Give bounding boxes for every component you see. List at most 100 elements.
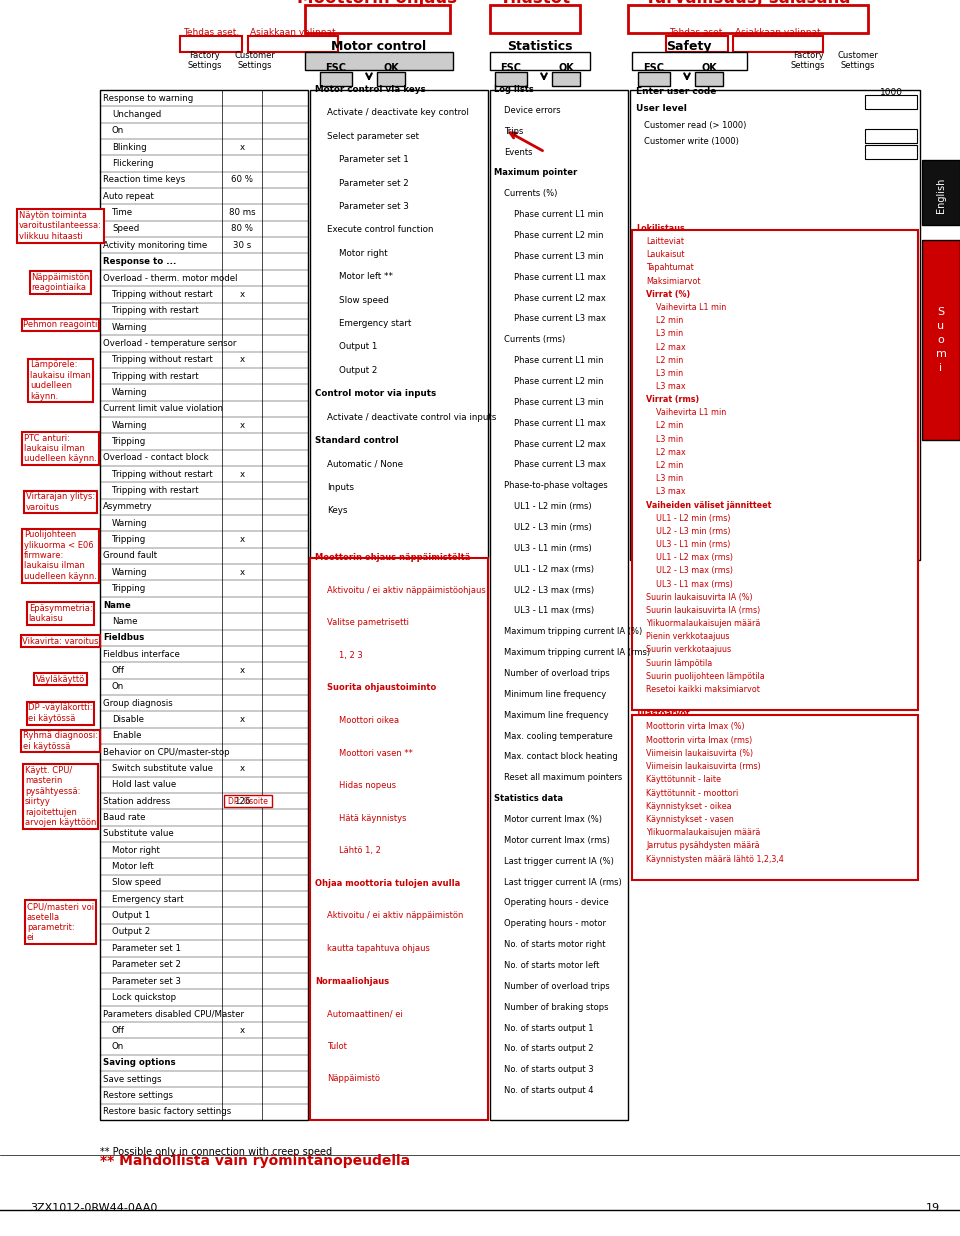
Text: Motor left: Motor left — [112, 861, 154, 871]
Text: Turvallisuus, salasana: Turvallisuus, salasana — [645, 0, 851, 7]
Text: Customer write (1000): Customer write (1000) — [644, 137, 739, 146]
Text: Output 2: Output 2 — [112, 927, 151, 937]
Text: CPU/masteri voi
asetella
parametrit:
ei: CPU/masteri voi asetella parametrit: ei — [27, 902, 94, 942]
Text: Automaattinen/ ei: Automaattinen/ ei — [327, 1010, 403, 1018]
Bar — [632, 52, 747, 70]
Text: x: x — [239, 714, 245, 724]
Text: Väyläkäyttö: Väyläkäyttö — [36, 675, 85, 684]
Bar — [248, 36, 338, 52]
Text: Tripping with restart: Tripping with restart — [112, 372, 199, 381]
Text: L2 min: L2 min — [656, 356, 684, 365]
Text: Slow speed: Slow speed — [112, 879, 161, 887]
Text: Vaiheiden väliset jännitteet: Vaiheiden väliset jännitteet — [646, 501, 772, 509]
Bar — [495, 72, 527, 87]
Text: Station address: Station address — [103, 797, 170, 806]
Text: Phase current L2 max: Phase current L2 max — [514, 440, 606, 449]
Text: Tapahtumat: Tapahtumat — [646, 263, 694, 272]
Text: No. of starts motor left: No. of starts motor left — [504, 962, 599, 970]
Text: Parameter set 1: Parameter set 1 — [112, 944, 181, 953]
Text: Customer
Settings: Customer Settings — [837, 51, 878, 70]
Bar — [630, 90, 920, 560]
Text: Suurin laukaisuvirta IA (%): Suurin laukaisuvirta IA (%) — [646, 593, 753, 602]
Text: Reaction time keys: Reaction time keys — [103, 176, 185, 184]
Text: 60 %: 60 % — [231, 176, 253, 184]
Text: Tilastot: Tilastot — [499, 0, 570, 7]
Text: 126: 126 — [233, 797, 251, 806]
Text: Pienin verkkotaajuus: Pienin verkkotaajuus — [646, 632, 730, 641]
Text: Maximum pointer: Maximum pointer — [494, 168, 577, 178]
Text: Save settings: Save settings — [103, 1074, 161, 1084]
Text: Tripping with restart: Tripping with restart — [112, 486, 199, 496]
Text: Lock quickstop: Lock quickstop — [112, 993, 176, 1002]
Text: Puolijohteen
ylikuorma < E06
firmware:
laukaisu ilman
uudelleen käynn.: Puolijohteen ylikuorma < E06 firmware: l… — [24, 530, 97, 581]
Bar — [922, 240, 960, 440]
Text: L3 min: L3 min — [656, 329, 684, 339]
Text: DP: Osoite: DP: Osoite — [228, 797, 268, 806]
Text: Käynnistykset - oikea: Käynnistykset - oikea — [646, 802, 732, 811]
Text: S
u
o
m
i: S u o m i — [936, 307, 947, 373]
Text: Näytön toiminta
varoitustilanteessa:
vlikkuu hitaasti: Näytön toiminta varoitustilanteessa: vli… — [19, 211, 102, 241]
Text: Activity monitoring time: Activity monitoring time — [103, 241, 207, 250]
Text: Fieldbus interface: Fieldbus interface — [103, 650, 180, 659]
Bar — [310, 90, 488, 557]
Text: On: On — [112, 1042, 124, 1051]
Text: Parameter set 2: Parameter set 2 — [339, 178, 409, 188]
Text: Parameter set 3: Parameter set 3 — [339, 201, 409, 211]
Text: Motor current Imax (rms): Motor current Imax (rms) — [504, 836, 610, 845]
Bar — [490, 5, 580, 33]
Text: Execute control function: Execute control function — [327, 225, 434, 235]
Text: UL1 - L2 min (rms): UL1 - L2 min (rms) — [656, 514, 731, 523]
Text: Ylikuormalaukaisujen määrä: Ylikuormalaukaisujen määrä — [646, 619, 760, 628]
Text: L3 min: L3 min — [656, 475, 684, 483]
Text: Tripping without restart: Tripping without restart — [112, 470, 213, 478]
Text: Restore basic factory settings: Restore basic factory settings — [103, 1107, 231, 1116]
Text: Control motor via inputs: Control motor via inputs — [315, 389, 436, 398]
Text: Käyttötunnit - laite: Käyttötunnit - laite — [646, 775, 721, 785]
Text: Motor current Imax (%): Motor current Imax (%) — [504, 815, 602, 824]
Text: UL1 - L2 min (rms): UL1 - L2 min (rms) — [514, 502, 591, 512]
Text: UL2 - L3 max (rms): UL2 - L3 max (rms) — [656, 566, 733, 575]
Text: Phase current L2 max: Phase current L2 max — [514, 294, 606, 303]
Text: Name: Name — [112, 617, 137, 625]
Text: L3 min: L3 min — [656, 368, 684, 378]
Text: Currents (rms): Currents (rms) — [504, 335, 565, 345]
Text: Behavior on CPU/master-stop: Behavior on CPU/master-stop — [103, 748, 229, 756]
Text: Warning: Warning — [112, 519, 148, 528]
Text: Motor control: Motor control — [331, 40, 426, 53]
Text: Suorita ohjaustoiminto: Suorita ohjaustoiminto — [327, 684, 436, 692]
Text: Laitteviat: Laitteviat — [646, 237, 684, 246]
Text: x: x — [239, 420, 245, 430]
Text: ESC: ESC — [325, 63, 347, 73]
Bar — [733, 36, 823, 52]
Text: Tripping without restart: Tripping without restart — [112, 290, 213, 299]
Text: L3 max: L3 max — [656, 487, 685, 497]
Text: Number of braking stops: Number of braking stops — [504, 1002, 609, 1012]
Text: Statistics data: Statistics data — [494, 795, 563, 803]
Text: UL2 - L3 min (rms): UL2 - L3 min (rms) — [514, 523, 591, 531]
Text: Normaaliohjaus: Normaaliohjaus — [315, 976, 389, 985]
Text: Käynnistysten määrä lähtö 1,2,3,4: Käynnistysten määrä lähtö 1,2,3,4 — [646, 855, 783, 864]
Text: Activate / deactivate key control: Activate / deactivate key control — [327, 109, 468, 117]
Text: Statistics: Statistics — [507, 40, 573, 53]
Text: Tilastoarvot: Tilastoarvot — [636, 709, 690, 718]
Text: Flickering: Flickering — [112, 159, 154, 168]
Text: Warning: Warning — [112, 567, 148, 577]
Bar — [490, 52, 590, 70]
Text: L2 max: L2 max — [656, 342, 685, 351]
Bar — [666, 36, 728, 52]
Text: Response to warning: Response to warning — [103, 94, 193, 103]
Text: Warning: Warning — [112, 323, 148, 331]
Text: Maksimiarvot: Maksimiarvot — [646, 277, 701, 286]
Text: Output 1: Output 1 — [112, 911, 151, 920]
Text: UL1 - L2 max (rms): UL1 - L2 max (rms) — [656, 554, 733, 562]
Text: Virtarajan ylitys:
varoitus: Virtarajan ylitys: varoitus — [26, 492, 95, 512]
Bar — [695, 72, 723, 87]
Text: 1, 2 3: 1, 2 3 — [339, 651, 363, 660]
Text: Enable: Enable — [112, 732, 141, 740]
Text: Virrat (rms): Virrat (rms) — [646, 396, 699, 404]
Text: Fieldbus: Fieldbus — [103, 633, 144, 643]
Text: Device errors: Device errors — [504, 106, 561, 115]
Text: Pehmon reagointi: Pehmon reagointi — [23, 320, 98, 329]
Text: L2 min: L2 min — [656, 461, 684, 470]
Text: Phase current L1 max: Phase current L1 max — [514, 419, 606, 428]
